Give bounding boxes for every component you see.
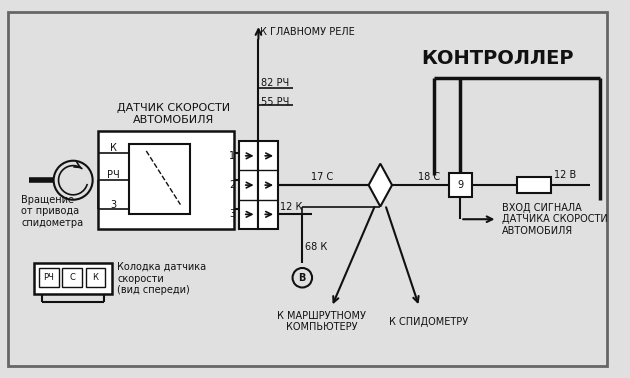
Bar xyxy=(449,174,472,197)
Bar xyxy=(517,177,551,193)
Bar xyxy=(86,268,105,288)
Bar xyxy=(129,144,190,214)
Text: 2: 2 xyxy=(229,180,235,190)
Bar xyxy=(39,268,59,288)
Text: К МАРШРУТНОМУ
КОМПЬЮТЕРУ: К МАРШРУТНОМУ КОМПЬЮТЕРУ xyxy=(277,311,366,332)
Text: 68 К: 68 К xyxy=(306,242,328,251)
Text: 12 К: 12 К xyxy=(280,201,302,212)
Text: РЧ: РЧ xyxy=(43,273,54,282)
Text: РЧ: РЧ xyxy=(106,170,120,180)
Text: К: К xyxy=(110,143,117,153)
Text: 17 С: 17 С xyxy=(311,172,333,182)
Text: 82 РЧ: 82 РЧ xyxy=(261,78,290,88)
Text: Вращение
от привода
спидометра: Вращение от привода спидометра xyxy=(21,195,84,228)
Text: 55 РЧ: 55 РЧ xyxy=(261,97,290,107)
Text: К ГЛАВНОМУ РЕЛЕ: К ГЛАВНОМУ РЕЛЕ xyxy=(260,27,355,37)
Text: КОНТРОЛЛЕР: КОНТРОЛЛЕР xyxy=(421,49,573,68)
Text: 1: 1 xyxy=(229,151,235,161)
Text: ВХОД СИГНАЛА
ДАТЧИКА СКОРОСТИ
АВТОМОБИЛЯ: ВХОД СИГНАЛА ДАТЧИКА СКОРОСТИ АВТОМОБИЛЯ xyxy=(502,203,608,236)
Text: В: В xyxy=(299,273,306,283)
Polygon shape xyxy=(369,164,392,206)
Text: 9: 9 xyxy=(457,180,463,190)
Bar xyxy=(98,132,234,229)
Bar xyxy=(62,268,82,288)
Text: С: С xyxy=(69,273,75,282)
Bar xyxy=(239,141,258,229)
Text: К СПИДОМЕТРУ: К СПИДОМЕТРУ xyxy=(389,317,469,327)
Text: К: К xyxy=(93,273,98,282)
Text: 12 В: 12 В xyxy=(554,170,576,180)
Text: 18 С: 18 С xyxy=(418,172,440,182)
Bar xyxy=(34,263,112,294)
Text: 3: 3 xyxy=(110,200,116,210)
Text: 3: 3 xyxy=(229,209,235,219)
Bar xyxy=(258,141,278,229)
Text: Колодка датчика
скорости
(вид спереди): Колодка датчика скорости (вид спереди) xyxy=(117,262,206,295)
Text: ДАТЧИК СКОРОСТИ
АВТОМОБИЛЯ: ДАТЧИК СКОРОСТИ АВТОМОБИЛЯ xyxy=(117,103,230,125)
